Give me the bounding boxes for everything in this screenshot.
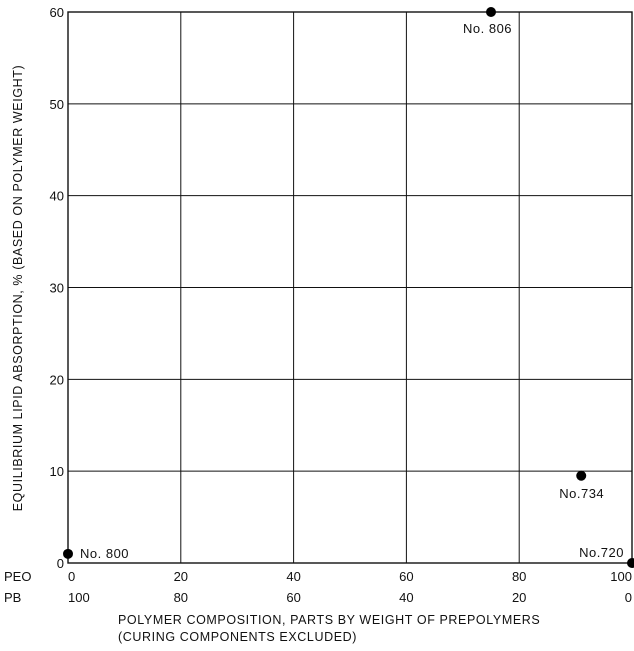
x-tick-label-pb: 40 [399, 590, 413, 605]
data-point [576, 470, 587, 481]
x-tick-labels: PEO 0 20 40 60 80 100 PB 100 80 60 40 20 0 [4, 569, 632, 605]
x-tick-label-peo: 40 [286, 569, 300, 584]
y-tick-label: 20 [50, 372, 64, 387]
x-tick-label-peo: 20 [174, 569, 188, 584]
x-tick-label-peo: 100 [610, 569, 632, 584]
point-label: No. 800 [80, 546, 129, 561]
x-row-name-pb: PB [4, 590, 21, 605]
y-tick-label: 0 [57, 556, 64, 571]
data-points [63, 7, 634, 568]
x-tick-label-peo: 60 [399, 569, 413, 584]
x-axis-title: POLYMER COMPOSITION, PARTS BY WEIGHT OF … [118, 613, 540, 627]
x-tick-label-pb: 60 [286, 590, 300, 605]
data-point [627, 558, 634, 568]
x-tick-label-pb: 20 [512, 590, 526, 605]
y-tick-labels: 0 10 20 30 40 50 60 [50, 5, 64, 571]
x-tick-label-pb: 80 [174, 590, 188, 605]
point-label: No.734 [559, 486, 604, 501]
y-tick-label: 10 [50, 464, 64, 479]
data-point [486, 7, 496, 17]
x-axis-subtitle: (CURING COMPONENTS EXCLUDED) [118, 630, 357, 644]
y-tick-label: 30 [50, 281, 64, 296]
point-label: No.720 [579, 545, 624, 560]
y-tick-label: 60 [50, 5, 64, 20]
point-label: No. 806 [463, 21, 512, 36]
x-tick-label-peo: 80 [512, 569, 526, 584]
y-tick-label: 40 [50, 189, 64, 204]
y-tick-label: 50 [50, 97, 64, 112]
x-row-name-peo: PEO [4, 569, 31, 584]
grid-lines [67, 11, 633, 564]
point-labels: No. 800 No. 806 No.734 No.720 [80, 21, 624, 561]
x-tick-label-pb: 0 [625, 590, 632, 605]
plot-frame [67, 11, 633, 564]
x-tick-label-peo: 0 [68, 569, 75, 584]
y-axis-title: EQUILIBRIUM LIPID ABSORPTION, % (BASED O… [11, 65, 25, 512]
x-tick-label-pb: 100 [68, 590, 90, 605]
data-point [63, 548, 73, 559]
